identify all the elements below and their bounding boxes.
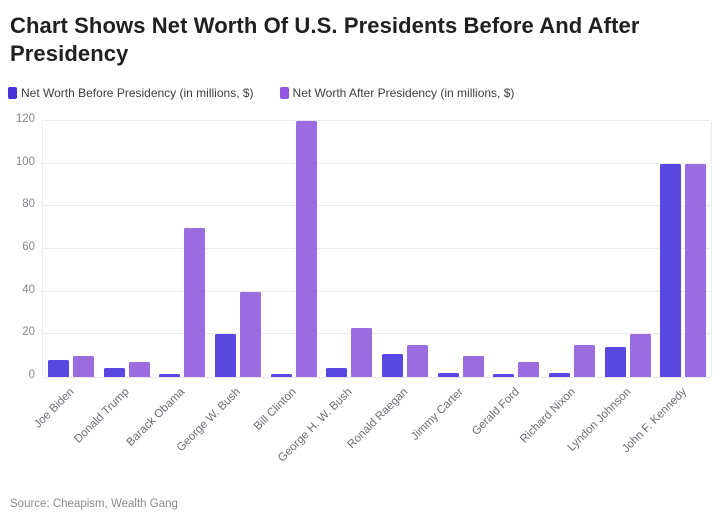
bar-before[interactable] [214, 334, 236, 377]
bar-after[interactable] [629, 334, 651, 377]
bar-before[interactable] [660, 163, 682, 377]
y-axis-tick-label: 60 [22, 240, 35, 253]
y-axis-tick-label: 80 [22, 198, 35, 211]
plot-area: 0 20 40 60 80 100 120 [16, 113, 712, 381]
legend-item-after[interactable]: Net Worth After Presidency (in millions,… [279, 85, 515, 100]
x-axis-label: Barack Obama [124, 385, 188, 449]
bar-after[interactable] [295, 120, 317, 377]
x-axis-label: Donald Trump [72, 385, 132, 446]
y-axis-tick-label: 40 [22, 283, 35, 296]
x-axis-label: Ronald Raegan [345, 385, 411, 451]
x-axis-label: Gerald Ford [469, 385, 522, 438]
bar-before[interactable] [47, 359, 69, 377]
bar-after[interactable] [462, 355, 484, 377]
legend-item-before[interactable]: Net Worth Before Presidency (in millions… [8, 86, 254, 100]
bar-after[interactable] [406, 344, 428, 377]
bar-after[interactable] [518, 361, 540, 377]
bar-after[interactable] [351, 327, 373, 377]
bar-before[interactable] [437, 372, 459, 377]
chart-title: Chart Shows Net Worth Of U.S. Presidents… [10, 13, 640, 66]
legend-label-before: Net Worth Before Presidency (in millions… [21, 85, 254, 100]
gridline [43, 119, 711, 121]
bar-before[interactable] [493, 373, 515, 377]
legend-label-after: Net Worth After Presidency (in millions,… [292, 85, 515, 100]
x-axis-label: Jimmy Carter [409, 385, 466, 443]
y-axis-tick-label: 20 [22, 326, 35, 339]
chart: 0 20 40 60 80 100 120 Joe Biden Donald Trump Bar… [16, 113, 712, 464]
gridline [43, 333, 711, 335]
bar-before[interactable] [604, 347, 626, 377]
bar-after[interactable] [239, 291, 261, 377]
gridline [43, 247, 711, 249]
y-axis-tick-label: 0 [28, 368, 35, 381]
bar-after[interactable] [72, 355, 94, 377]
source-attribution: Source: Cheapism, Wealth Gang [10, 498, 178, 510]
bar-after[interactable] [685, 163, 707, 377]
bar-after[interactable] [128, 361, 150, 377]
y-axis-tick-label: 100 [15, 155, 35, 168]
bar-before[interactable] [103, 368, 125, 377]
x-axis-label: Richard Nixon [517, 385, 578, 446]
bar-after[interactable] [573, 344, 595, 377]
bar-before[interactable] [270, 373, 292, 377]
bar-after[interactable] [184, 227, 206, 377]
gridline [43, 290, 711, 292]
y-axis-tick-label: 120 [15, 112, 35, 125]
x-axis-labels: Joe Biden Donald Trump Barack Obama George … [32, 377, 710, 487]
gridline [43, 205, 711, 207]
legend-swatch-after [279, 86, 289, 99]
x-axis-label: Joe Biden [31, 385, 77, 431]
bar-before[interactable] [159, 373, 181, 377]
legend-swatch-before [8, 86, 17, 99]
gridline [43, 376, 711, 378]
bar-before[interactable] [326, 368, 348, 377]
legend: Net Worth Before Presidency (in millions… [8, 86, 720, 100]
gridline [43, 162, 711, 164]
bar-before[interactable] [381, 354, 403, 377]
x-axis-label: Bill Clinton [252, 385, 299, 433]
bar-before[interactable] [548, 372, 570, 377]
